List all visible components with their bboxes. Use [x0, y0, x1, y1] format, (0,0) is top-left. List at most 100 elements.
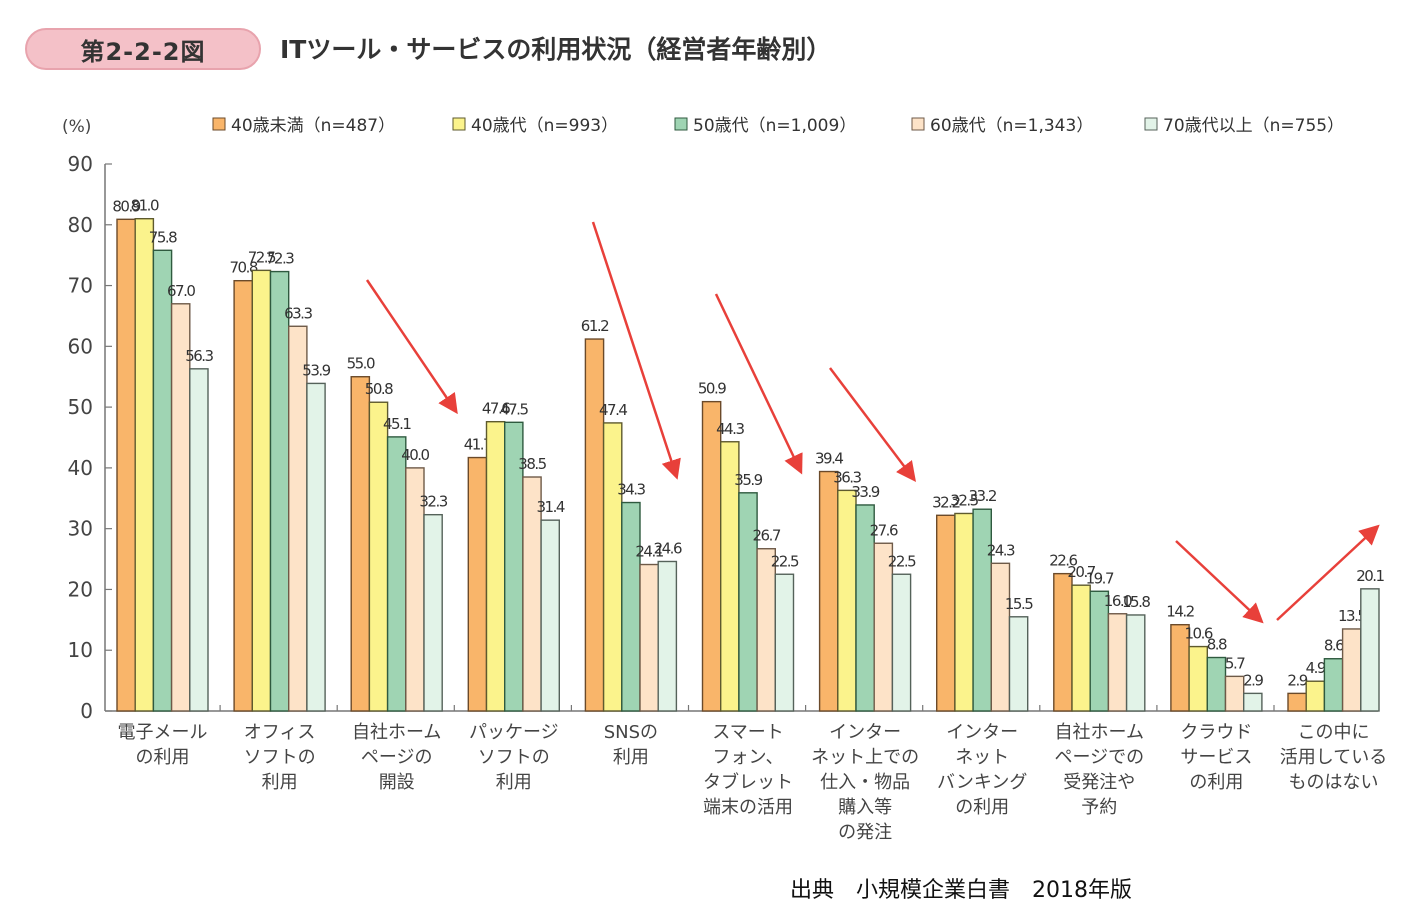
- data-label: 34.3: [617, 481, 645, 499]
- x-tick-label: 開設: [379, 772, 415, 793]
- figure-title: ITツール・サービスの利用状況（経営者年齢別）: [280, 35, 832, 64]
- bar: [1287, 692, 1307, 712]
- x-tick-label: 自社ホーム: [1055, 722, 1144, 743]
- bar: [170, 303, 191, 712]
- y-tick-label: 20: [68, 577, 93, 601]
- bar: [1341, 628, 1362, 712]
- data-label: 22.5: [888, 552, 916, 570]
- bar: [1224, 675, 1245, 712]
- bar: [540, 519, 560, 712]
- trend-down-arrow-icon: [714, 293, 803, 475]
- y-tick-label: 70: [68, 274, 93, 298]
- bar: [485, 420, 506, 712]
- bar: [350, 376, 371, 712]
- x-tick-label: の利用: [1189, 772, 1243, 793]
- data-label: 22.6: [1049, 552, 1077, 570]
- x-tick-label: 電子メール: [118, 722, 208, 743]
- data-label: 24.6: [654, 539, 682, 557]
- bar: [1360, 588, 1380, 712]
- x-tick-label: ものはない: [1289, 772, 1379, 793]
- data-label: 72.3: [266, 250, 294, 268]
- x-tick-label: 予約: [1081, 797, 1117, 818]
- data-label: 45.1: [383, 415, 411, 433]
- bar: [774, 573, 795, 712]
- x-tick-label: の利用: [136, 747, 190, 768]
- y-tick-label: 0: [80, 699, 93, 723]
- data-label: 81.0: [131, 197, 159, 215]
- bar: [233, 279, 254, 712]
- trend-down-arrow-icon: [829, 367, 917, 482]
- x-tick-label: インター: [829, 722, 901, 743]
- x-tick-label: 端末の活用: [703, 797, 793, 818]
- x-tick-label: パッケージ: [469, 722, 559, 743]
- bar: [1071, 584, 1091, 712]
- trend-arrows: [365, 221, 1380, 624]
- data-label: 15.5: [1005, 595, 1033, 613]
- bar: [134, 217, 155, 712]
- data-label: 44.3: [716, 420, 744, 438]
- bar: [891, 573, 912, 712]
- y-tick-label: 40: [68, 456, 93, 480]
- legend-label: 40歳未満（n=487）: [231, 116, 395, 136]
- bar: [818, 470, 839, 712]
- bar: [1206, 656, 1227, 712]
- y-tick-label: 10: [68, 638, 93, 662]
- y-axis-unit-label: (%): [62, 117, 91, 137]
- x-tick-label: 受発注や: [1063, 772, 1135, 793]
- bar: [467, 456, 488, 712]
- bar: [189, 368, 209, 712]
- data-label: 47.5: [500, 400, 528, 418]
- legend-label: 50歳代（n=1,009）: [693, 116, 856, 136]
- x-tick-label: ソフトの: [478, 747, 550, 768]
- data-label: 75.8: [149, 228, 177, 246]
- bar: [251, 269, 272, 712]
- bar: [639, 563, 659, 712]
- bar: [837, 489, 857, 712]
- source-citation: 出典 小規模企業白書 2018年版: [790, 878, 1132, 903]
- data-label: 56.3: [185, 347, 213, 365]
- data-label: 10.6: [1184, 625, 1212, 643]
- bar: [423, 513, 443, 712]
- y-tick-label: 60: [68, 334, 93, 358]
- x-tick-label: スマート: [712, 722, 783, 743]
- legend-swatch: [452, 117, 466, 131]
- bar: [288, 325, 308, 712]
- legend-item: 60歳代（n=1,343）: [911, 116, 1093, 136]
- data-label: 35.9: [734, 471, 762, 489]
- data-label: 14.2: [1166, 603, 1194, 621]
- data-label: 50.9: [698, 380, 726, 398]
- data-label: 8.8: [1207, 636, 1227, 654]
- x-tick-label: 仕入・物品: [820, 772, 910, 793]
- x-tick-label: ネット: [955, 747, 1009, 768]
- data-label: 63.3: [284, 304, 312, 322]
- x-tick-label: フォン、: [713, 747, 784, 768]
- x-tick-label: 活用している: [1280, 747, 1387, 768]
- data-label: 40.0: [401, 446, 429, 464]
- bar: [1053, 572, 1073, 712]
- data-label: 5.7: [1225, 654, 1245, 672]
- bar: [368, 401, 389, 712]
- bar: [657, 560, 678, 712]
- data-label: 32.2: [932, 493, 960, 511]
- x-tick-label: の発注: [838, 822, 892, 843]
- data-label: 33.9: [851, 483, 879, 501]
- category-group: 39.436.333.9 27.6 22.5 インターネット上での仕入・物品購入等の発…: [811, 450, 919, 843]
- data-label: 2.9: [1287, 671, 1307, 689]
- bar: [756, 548, 776, 712]
- bar: [116, 218, 136, 712]
- bar: [990, 562, 1011, 712]
- data-label: 39.4: [815, 450, 843, 468]
- legend-item: 70歳代以上（n=755）: [1144, 116, 1344, 136]
- bar: [936, 514, 956, 712]
- x-tick-label: タブレット: [703, 771, 793, 793]
- bar: [972, 508, 992, 712]
- data-label: 50.8: [365, 380, 393, 398]
- data-label: 19.7: [1086, 569, 1114, 587]
- figure-number-badge: 第2-2-2図: [25, 28, 261, 70]
- x-tick-label: 利用: [496, 772, 532, 793]
